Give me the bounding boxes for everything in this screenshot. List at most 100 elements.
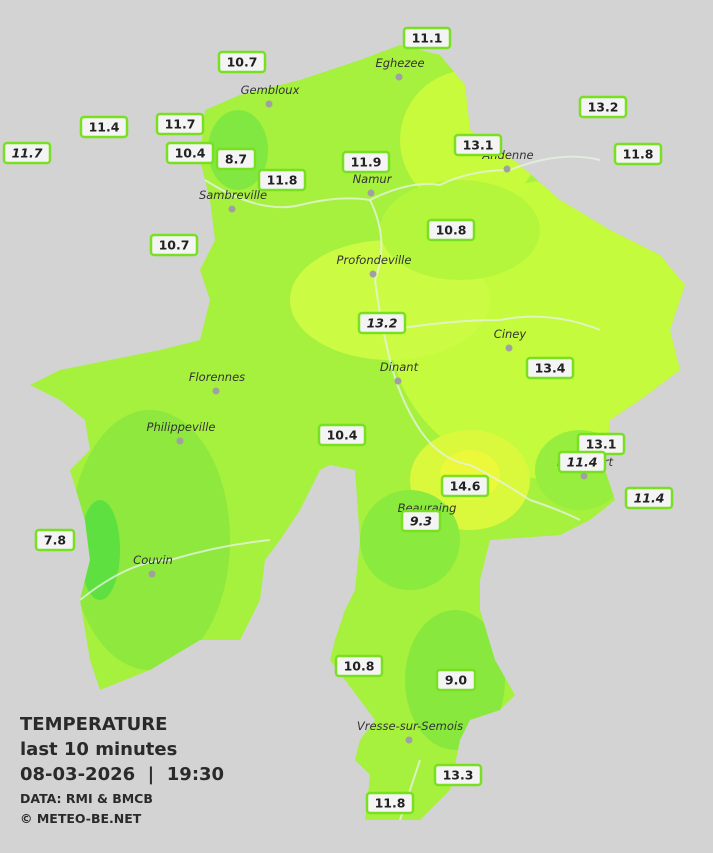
station-value: 7.8 xyxy=(44,533,66,548)
town-dot xyxy=(212,387,220,395)
station-value: 13.1 xyxy=(463,138,494,153)
town-dot xyxy=(405,736,413,744)
station-value: 10.4 xyxy=(175,146,206,161)
station: 10.8 xyxy=(334,654,384,678)
station-value: 11.8 xyxy=(267,173,298,188)
town-label: Dinant xyxy=(380,360,419,374)
station-box xyxy=(400,509,442,533)
station-box xyxy=(440,474,490,498)
station-box xyxy=(217,50,267,74)
station-value: 10.7 xyxy=(227,55,258,70)
station: 14.6 xyxy=(440,474,490,498)
legend-datetime: 08-03-2026 | 19:30 xyxy=(20,764,224,785)
town-label: Florennes xyxy=(189,370,245,384)
station-box xyxy=(334,654,384,678)
town-dot xyxy=(395,73,403,81)
station-value: 11.4 xyxy=(567,455,598,470)
station: 10.8 xyxy=(426,218,476,242)
town-dot xyxy=(265,100,273,108)
town-dot xyxy=(503,165,511,173)
station-box xyxy=(165,141,215,165)
town-dot xyxy=(228,205,236,213)
station-value: 11.1 xyxy=(412,31,443,46)
station-box xyxy=(365,791,415,815)
station-value: 13.2 xyxy=(588,100,619,115)
station: 11.4 xyxy=(557,450,607,474)
station: 11.7 xyxy=(2,141,52,165)
station-box xyxy=(613,142,663,166)
town-label: Eghezee xyxy=(375,56,424,70)
station: 8.7 xyxy=(215,147,257,171)
town-dot xyxy=(580,472,588,480)
legend: TEMPERATURE last 10 minutes 08-03-2026 |… xyxy=(20,714,224,826)
station: 11.8 xyxy=(257,168,307,192)
station-box xyxy=(578,95,628,119)
station-box xyxy=(2,141,52,165)
town-label: Profondeville xyxy=(337,253,412,267)
station: 11.9 xyxy=(341,150,391,174)
station: 10.7 xyxy=(217,50,267,74)
station: 10.4 xyxy=(317,423,367,447)
station: 10.7 xyxy=(149,233,199,257)
station-value: 11.8 xyxy=(375,796,406,811)
station-value: 8.7 xyxy=(225,152,247,167)
town-dot xyxy=(367,189,375,197)
town-dot xyxy=(148,570,156,578)
station-value: 11.4 xyxy=(634,491,665,506)
town-label: Philippeville xyxy=(147,420,216,434)
station-value: 9.0 xyxy=(445,673,467,688)
station: 11.7 xyxy=(155,112,205,136)
station: 13.2 xyxy=(357,311,407,335)
station: 11.8 xyxy=(365,791,415,815)
station-box xyxy=(34,528,76,552)
station: 13.1 xyxy=(453,133,503,157)
station-box xyxy=(453,133,503,157)
rivers xyxy=(79,155,601,821)
town-dot xyxy=(369,270,377,278)
station-value: 13.3 xyxy=(443,768,474,783)
station-box xyxy=(433,763,483,787)
station: 13.1 xyxy=(576,432,626,456)
station-box xyxy=(341,150,391,174)
town-label: Ciney xyxy=(494,327,527,341)
station-box xyxy=(435,668,477,692)
station-value: 11.9 xyxy=(351,155,382,170)
station-box xyxy=(215,147,257,171)
station-value: 13.2 xyxy=(367,316,398,331)
legend-title: TEMPERATURE xyxy=(20,714,167,735)
station: 7.8 xyxy=(34,528,76,552)
town-label: Gembloux xyxy=(241,83,300,97)
station-box xyxy=(149,233,199,257)
station-value: 11.7 xyxy=(165,117,196,132)
station-box xyxy=(426,218,476,242)
station-value: 14.6 xyxy=(450,479,481,494)
station: 11.1 xyxy=(402,26,452,50)
station-box xyxy=(525,356,575,380)
town-dot xyxy=(394,377,402,385)
station: 13.4 xyxy=(525,356,575,380)
station-box xyxy=(317,423,367,447)
station-value: 10.4 xyxy=(327,428,358,443)
station-value: 10.8 xyxy=(436,223,467,238)
station-value: 11.8 xyxy=(623,147,654,162)
town-dot xyxy=(505,344,513,352)
station-box xyxy=(557,450,607,474)
legend-subtitle: last 10 minutes xyxy=(20,739,177,760)
station-value: 9.3 xyxy=(410,514,432,529)
station-box xyxy=(79,115,129,139)
station: 13.3 xyxy=(433,763,483,787)
station: 11.8 xyxy=(613,142,663,166)
legend-source: DATA: RMI & BMCB xyxy=(20,791,153,806)
town-label: Couvin xyxy=(133,553,173,567)
station-value: 13.4 xyxy=(535,361,566,376)
station: 13.2 xyxy=(578,95,628,119)
station-value: 11.4 xyxy=(89,120,120,135)
station-box xyxy=(624,486,674,510)
legend-copyright: © METEO-BE.NET xyxy=(20,811,142,826)
station-box xyxy=(402,26,452,50)
station-box xyxy=(155,112,205,136)
station-value: 13.1 xyxy=(586,437,617,452)
station: 9.0 xyxy=(435,668,477,692)
station-box xyxy=(357,311,407,335)
